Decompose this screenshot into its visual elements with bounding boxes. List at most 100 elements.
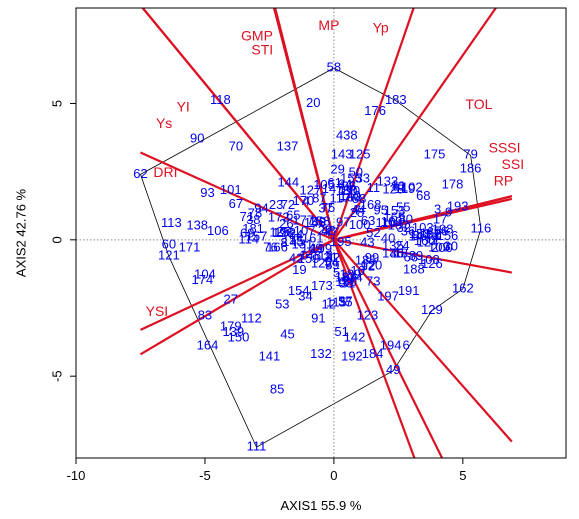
cluster-point-label: 73 (366, 274, 380, 289)
point-label: 79 (463, 147, 477, 162)
cluster-point-label: 147 (322, 181, 344, 196)
point-label: 90 (190, 130, 204, 145)
point-label: 184 (362, 346, 384, 361)
cluster-point-label: 117 (330, 190, 351, 205)
cluster-point-label: 48 (321, 223, 335, 238)
x-tick-label: 5 (459, 468, 466, 483)
point-label: 113 (161, 215, 182, 230)
x-axis-title: AXIS1 55.9 % (281, 498, 362, 513)
cluster-point-label: 23 (269, 197, 283, 212)
cluster-point-label: 127 (299, 182, 321, 197)
vector-line (333, 197, 513, 241)
cluster-point-label: 9 (445, 204, 452, 219)
point-label: 179 (220, 319, 242, 334)
x-tick-label: 0 (330, 468, 337, 483)
cluster-point-label: 30 (444, 239, 458, 254)
cluster-point-label: 10 (390, 178, 404, 193)
cluster-point-label: 135 (382, 238, 404, 253)
cluster-point-label: 8 (280, 235, 287, 250)
cluster-point-label: 29 (330, 162, 344, 177)
cluster-point-label: 89 (409, 248, 423, 263)
cluster-point-label: 21 (323, 249, 337, 264)
point-label: 150 (228, 329, 250, 344)
cluster-point-label: 31 (341, 276, 355, 291)
point-label: 106 (207, 223, 229, 238)
cluster-point-label: 107 (294, 223, 316, 238)
cluster-point-label: 128 (382, 181, 404, 196)
point-label: 175 (424, 147, 446, 162)
cluster-point-label: 177 (292, 212, 314, 227)
cluster-point-label: 55 (396, 199, 410, 214)
cluster-point-label: 78 (248, 206, 262, 221)
cluster-point-label: 94 (254, 201, 268, 216)
point-label: 176 (364, 103, 386, 118)
cluster-point-label: 169 (381, 214, 403, 229)
vector-line (332, 8, 415, 241)
cluster-point-label: 152 (420, 225, 442, 240)
cluster-point-label: 74 (424, 230, 438, 245)
point-label: 91 (311, 310, 325, 325)
cluster-point-label: 18 (394, 246, 408, 261)
cluster-point-label: 40 (381, 230, 395, 245)
cluster-point-label: 120 (361, 258, 383, 273)
cluster-point-label: 199 (310, 241, 332, 256)
cluster-point-label: 172 (268, 209, 290, 224)
vector-label: YSI (146, 303, 169, 319)
cluster-point-label: 86 (412, 228, 426, 243)
cluster-point-label: 161 (302, 231, 324, 246)
cluster-point-label: 133 (377, 173, 399, 188)
cluster-point-label: 68 (416, 188, 430, 203)
x-tick-label: -5 (199, 468, 211, 483)
vector-label: Ys (156, 115, 172, 131)
cluster-point-label: 145 (282, 234, 304, 249)
cluster-point-label: 155 (340, 170, 362, 185)
cluster-point-label: 170 (293, 193, 315, 208)
point-label: 162 (452, 280, 474, 295)
cluster-point-label: 76 (263, 239, 277, 254)
point-label: 49 (386, 362, 400, 377)
cluster-point-label: 17 (433, 211, 447, 226)
cluster-point-label: 61 (327, 175, 341, 190)
cluster-point-label: 119 (395, 181, 416, 196)
point-label: 143 (331, 147, 353, 162)
point-label: 191 (398, 283, 420, 298)
vector-line (333, 238, 513, 274)
point-label: 58 (327, 59, 341, 74)
cluster-point-label: 39 (312, 214, 326, 229)
cluster-point-label: 35 (338, 295, 352, 310)
cluster-point-label: 115 (326, 294, 347, 309)
vector-line (141, 8, 335, 241)
cluster-point-label: 43 (360, 234, 374, 249)
point-label: 142 (344, 329, 366, 344)
cluster-point-label: 81 (426, 227, 440, 242)
point-label: 129 (421, 302, 443, 317)
point-label: 192 (341, 349, 363, 364)
cluster-point-label: 156 (437, 228, 459, 243)
cluster-point-label: 154 (288, 283, 310, 298)
cluster-point-label: 173 (311, 278, 333, 293)
vector-line (140, 151, 335, 241)
point-label: 164 (197, 338, 219, 353)
vector-line (140, 238, 335, 331)
y-tick-label: 5 (49, 100, 64, 107)
cluster-point-label: 99 (365, 250, 379, 265)
point-label: 137 (277, 139, 299, 154)
dense-label-cluster: 1234578910111314151617181921222324252628… (240, 162, 459, 310)
point-label: 438 (336, 128, 358, 143)
cluster-point-label: 187 (335, 270, 357, 285)
cluster-point-label: 87 (312, 190, 326, 205)
plot-frame (75, 7, 567, 459)
vector-label: DRI (153, 164, 177, 180)
cluster-point-label: 11 (367, 180, 381, 195)
point-label: 34 (298, 289, 312, 304)
cluster-point-label: 124 (417, 235, 439, 250)
vector-label: Yp (373, 20, 389, 36)
point-label: 67 (229, 196, 243, 211)
cluster-point-label: 84 (289, 227, 303, 242)
cluster-point-label: 28 (350, 205, 364, 220)
point-label: 112 (241, 310, 262, 325)
cluster-point-label: 136 (382, 246, 404, 261)
cluster-point-label: 54 (324, 255, 338, 270)
cluster-point-label: 190 (338, 183, 360, 198)
